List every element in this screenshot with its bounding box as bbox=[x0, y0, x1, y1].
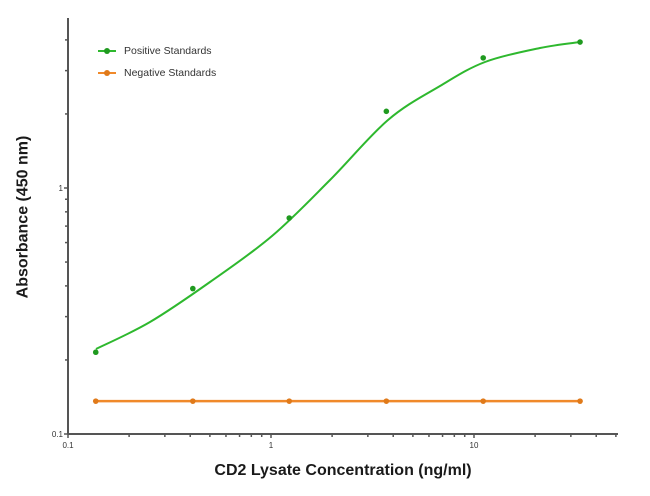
series-layer bbox=[92, 39, 583, 404]
data-point bbox=[190, 398, 196, 404]
series-negative bbox=[92, 398, 583, 404]
orange-line-marker-icon bbox=[98, 69, 116, 77]
x-tick-label: 10 bbox=[470, 441, 479, 450]
data-point bbox=[577, 39, 583, 45]
data-point bbox=[577, 398, 583, 404]
green-line-marker-icon bbox=[98, 47, 116, 55]
data-point bbox=[92, 398, 99, 404]
x-axis-label: CD2 Lysate Concentration (ng/ml) bbox=[214, 462, 472, 479]
data-point bbox=[480, 55, 487, 61]
axes: 0.1 1 10 0.1 1 bbox=[52, 18, 618, 450]
data-point bbox=[92, 349, 99, 356]
y-axis-title: Absorbance (450 nm) bbox=[14, 135, 31, 299]
data-point bbox=[286, 215, 293, 221]
data-point bbox=[286, 398, 293, 404]
data-point bbox=[383, 398, 390, 404]
series-positive bbox=[92, 39, 583, 356]
legend-label: Positive Standards bbox=[124, 45, 212, 57]
data-point bbox=[383, 108, 390, 115]
y-tick-label: 0.1 bbox=[52, 430, 64, 439]
y-axis-label: Absorbance (450 nm) bbox=[8, 0, 38, 434]
x-tick-label: 0.1 bbox=[62, 441, 74, 450]
x-tick-label: 1 bbox=[269, 441, 274, 450]
legend-label: Negative Standards bbox=[124, 67, 217, 79]
data-point bbox=[480, 398, 487, 404]
data-point bbox=[190, 285, 196, 292]
legend-item-positive: Positive Standards bbox=[98, 40, 216, 62]
y-tick-label: 1 bbox=[59, 184, 64, 193]
legend-item-negative: Negative Standards bbox=[98, 62, 216, 84]
legend: Positive Standards Negative Standards bbox=[98, 40, 216, 84]
